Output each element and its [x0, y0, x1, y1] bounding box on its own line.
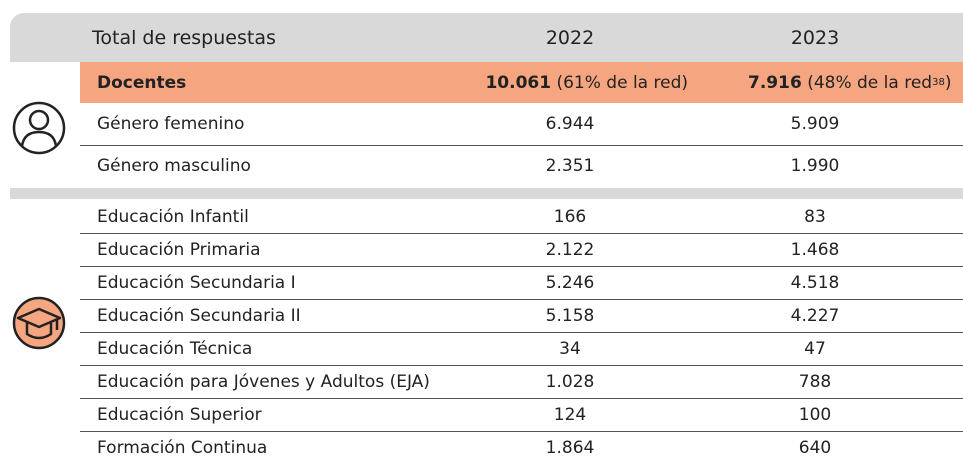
row-label: Educación para Jóvenes y Adultos (EJA) — [97, 371, 430, 392]
value-bold: 10.061 — [485, 72, 552, 93]
value-rest: (61% de la red) — [556, 72, 688, 93]
row-value: 124 — [553, 404, 587, 425]
person-icon — [12, 101, 66, 155]
row-divider — [80, 145, 963, 146]
row-label: Educación Secundaria II — [97, 305, 301, 326]
value-rest: (48% de la red — [807, 72, 933, 93]
row-value: 5.909 — [790, 114, 840, 134]
highlight-value: 7.916 (48% de la red 38) — [748, 62, 951, 103]
row-value: 100 — [798, 404, 832, 425]
row-value: 166 — [553, 206, 587, 227]
row-value: 34 — [559, 338, 581, 359]
row-divider — [80, 266, 963, 267]
row-divider — [80, 299, 963, 300]
header-col: 2022 — [545, 26, 595, 49]
row-value: 1.990 — [790, 156, 840, 176]
separator-band — [10, 188, 963, 199]
row-value: 1.864 — [545, 437, 595, 458]
row-value: 83 — [804, 206, 826, 227]
row-divider — [80, 365, 963, 366]
row-label: Educación Secundaria I — [97, 272, 296, 293]
row-value: 640 — [798, 437, 832, 458]
row-divider — [80, 398, 963, 399]
row-divider — [80, 233, 963, 234]
row-value: 2.351 — [545, 156, 595, 176]
row-value: 4.227 — [790, 305, 840, 326]
row-label: Formación Continua — [97, 437, 268, 458]
row-value: 1.028 — [545, 371, 595, 392]
header-title: Total de respuestas — [92, 26, 276, 49]
row-value: 6.944 — [545, 114, 595, 134]
row-divider — [80, 431, 963, 432]
highlight-value: 10.061 (61% de la red) — [485, 62, 688, 103]
row-divider — [80, 332, 963, 333]
row-label: Género masculino — [97, 156, 251, 176]
footnote: 38 — [932, 77, 945, 88]
value-rest: ) — [944, 72, 952, 93]
row-value: 788 — [798, 371, 832, 392]
value-bold: 7.916 — [748, 72, 802, 93]
row-label: Educación Primaria — [97, 239, 261, 260]
row-value: 1.468 — [790, 239, 840, 260]
row-value: 4.518 — [790, 272, 840, 293]
highlight-label: Docentes — [97, 72, 187, 93]
row-label: Educación Superior — [97, 404, 262, 425]
graduation-icon — [12, 296, 66, 350]
highlight-band — [80, 62, 963, 103]
row-value: 47 — [804, 338, 826, 359]
row-label: Educación Infantil — [97, 206, 249, 227]
header-col: 2023 — [790, 26, 840, 49]
row-value: 2.122 — [545, 239, 595, 260]
row-value: 5.158 — [545, 305, 595, 326]
row-label: Género femenino — [97, 114, 245, 134]
header-band — [10, 13, 963, 62]
row-label: Educación Técnica — [97, 338, 253, 359]
row-value: 5.246 — [545, 272, 595, 293]
